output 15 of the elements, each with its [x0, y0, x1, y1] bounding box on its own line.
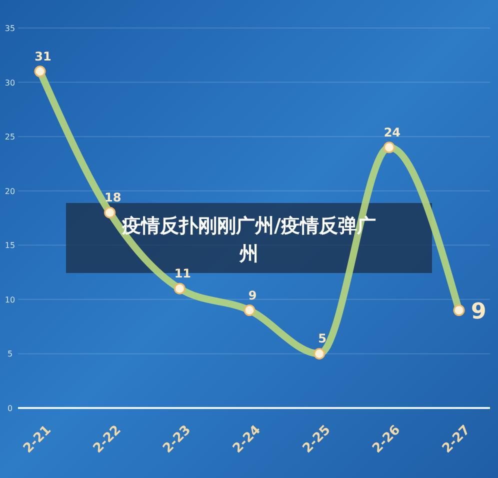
data-label: 9	[471, 299, 486, 324]
y-tick-label: 5	[7, 350, 13, 359]
data-label: 11	[174, 266, 192, 281]
data-label: 24	[384, 125, 401, 140]
y-tick-label: 0	[7, 404, 13, 413]
y-tick-label: 10	[4, 295, 16, 304]
data-label: 5	[318, 332, 327, 346]
y-tick-label: 25	[4, 132, 16, 142]
y-tick-label: 30	[4, 78, 16, 88]
y-tick-label: 15	[4, 241, 16, 250]
y-tick-label: 20	[4, 186, 16, 196]
data-label: 31	[34, 49, 52, 64]
data-label: 18	[104, 190, 122, 205]
y-tick-label: 35	[4, 24, 16, 33]
data-label: 9	[248, 288, 257, 302]
